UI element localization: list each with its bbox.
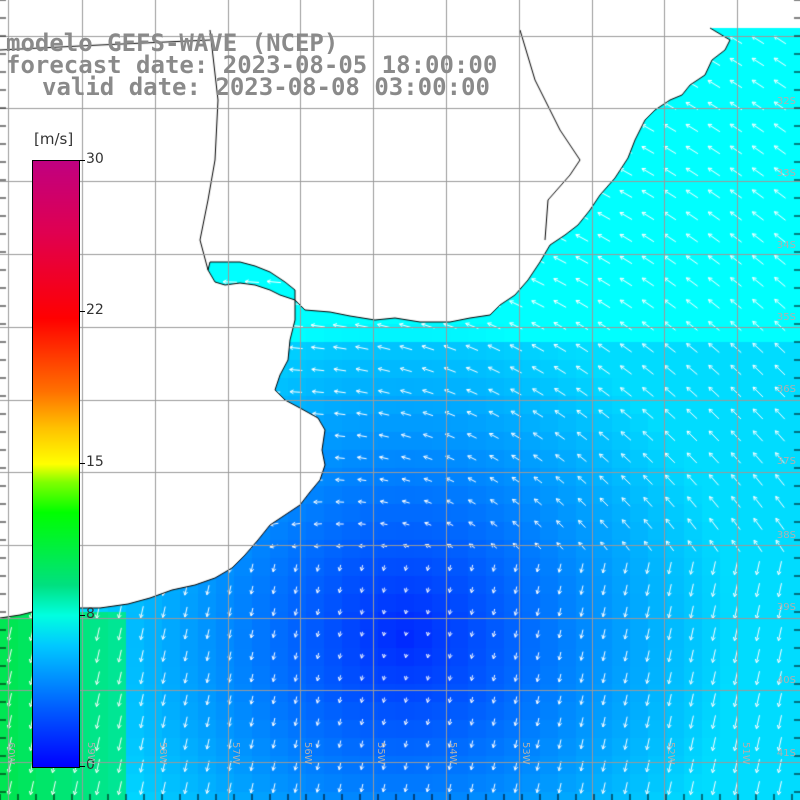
longitude-label: 53W <box>520 742 531 765</box>
latitude-label: 34S <box>776 240 796 251</box>
longitude-label: 54W <box>447 742 458 765</box>
colorbar-tick-label: 22 <box>86 302 104 318</box>
latitude-label: 33S <box>776 168 796 179</box>
longitude-label: 55W <box>375 742 386 765</box>
colorbar-tick-label: 15 <box>86 454 104 470</box>
colorbar-unit: [m/s] <box>34 130 74 148</box>
latitude-label: 39S <box>776 602 796 613</box>
colorbar-gradient <box>32 160 80 768</box>
longitude-label: 58W <box>157 742 168 765</box>
longitude-label: 57W <box>230 742 241 765</box>
colorbar-tickmark <box>79 615 85 616</box>
latitude-label: 37S <box>776 456 796 467</box>
forecast-date: forecast date: 2023-08-05 18:00:00 <box>6 51 498 79</box>
longitude-label: 56W <box>302 742 313 765</box>
valid-date: valid date: 2023-08-08 03:00:00 <box>42 73 490 101</box>
latitude-label: 41S <box>776 748 796 759</box>
colorbar-tickmark <box>79 463 85 464</box>
model-title: modelo GEFS-WAVE (NCEP) <box>6 29 339 57</box>
colorbar-tickmark <box>79 311 85 312</box>
latitude-label: 32S <box>776 96 796 107</box>
longitude-label: 60W <box>5 742 16 765</box>
longitude-label: 59W <box>85 742 96 765</box>
colorbar-tick-label: 8 <box>86 606 95 622</box>
latitude-label: 38S <box>776 530 796 541</box>
longitude-label: 52W <box>665 742 676 765</box>
latitude-label: 36S <box>776 384 796 395</box>
colorbar-tick-label: 0 <box>86 757 95 773</box>
colorbar-tick-label: 30 <box>86 151 104 167</box>
colorbar-tickmark <box>79 160 85 161</box>
latitude-label: 35S <box>776 312 796 323</box>
longitude-label: 51W <box>740 742 751 765</box>
colorbar-tickmark <box>79 766 85 767</box>
latitude-label: 40S <box>776 675 796 686</box>
